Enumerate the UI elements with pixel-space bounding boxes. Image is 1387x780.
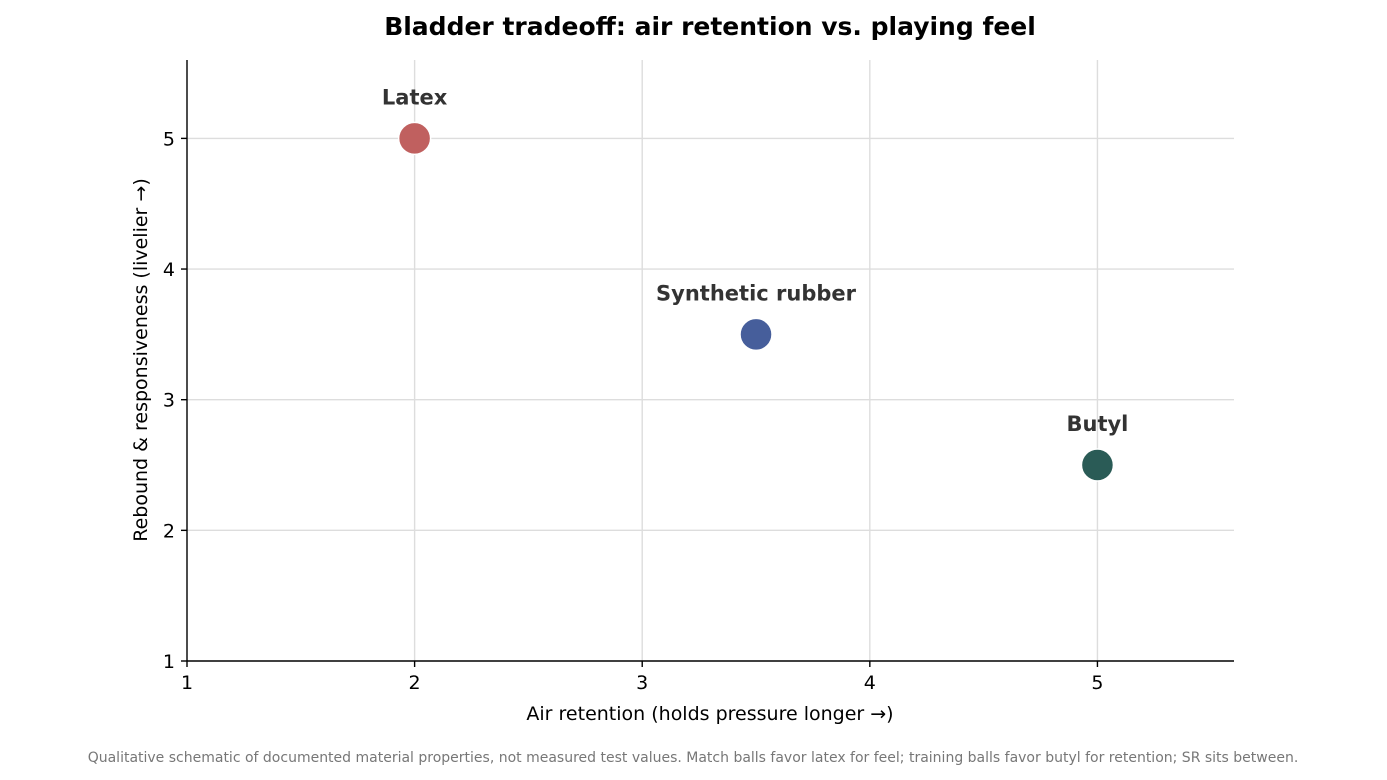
y-tick-label-4: 5 — [163, 128, 175, 150]
y-tick-label-2: 3 — [163, 390, 175, 412]
axes: 1 2 3 4 5 1 2 3 4 5 — [163, 60, 1234, 694]
x-tick-label-0: 1 — [181, 672, 193, 694]
point-label-latex: Latex — [382, 85, 448, 109]
x-tick-label-4: 5 — [1091, 672, 1103, 694]
data-points: Latex Synthetic rubber Butyl — [382, 85, 1128, 482]
chart-title: Bladder tradeoff: air retention vs. play… — [384, 12, 1036, 41]
footnote: Qualitative schematic of documented mate… — [88, 750, 1299, 766]
point-synthetic-rubber — [739, 317, 773, 352]
x-tick-label-3: 4 — [864, 672, 876, 694]
point-latex — [397, 121, 432, 156]
y-tick-label-0: 1 — [163, 651, 175, 673]
x-tick-label-2: 3 — [636, 672, 648, 694]
y-tick-label-1: 2 — [163, 520, 175, 542]
point-label-butyl: Butyl — [1066, 412, 1128, 436]
x-axis-label: Air retention (holds pressure longer →) — [526, 703, 893, 725]
x-tick-label-1: 2 — [409, 672, 421, 694]
point-label-synthetic-rubber: Synthetic rubber — [656, 281, 857, 305]
grid — [187, 60, 1234, 661]
y-axis-label: Rebound & responsiveness (livelier →) — [130, 178, 152, 542]
y-tick-label-3: 4 — [163, 259, 175, 281]
point-butyl — [1080, 448, 1115, 482]
